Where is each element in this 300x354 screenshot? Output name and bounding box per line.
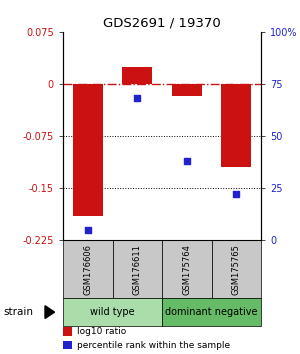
Text: GSM176606: GSM176606: [83, 244, 92, 295]
Bar: [212, 240, 261, 298]
Title: GDS2691 / 19370: GDS2691 / 19370: [103, 16, 221, 29]
Bar: [63, 240, 112, 298]
Text: percentile rank within the sample: percentile rank within the sample: [77, 341, 230, 349]
Bar: [162, 240, 211, 298]
Bar: [63, 327, 72, 336]
Point: [135, 96, 140, 101]
Text: GSM175765: GSM175765: [232, 244, 241, 295]
Text: dominant negative: dominant negative: [165, 307, 258, 317]
Bar: [172, 84, 202, 96]
Point: [85, 227, 90, 232]
Text: GSM175764: GSM175764: [182, 244, 191, 295]
Bar: [63, 298, 162, 326]
Text: log10 ratio: log10 ratio: [77, 327, 126, 336]
Point: [184, 158, 189, 164]
Text: GSM176611: GSM176611: [133, 244, 142, 295]
Bar: [122, 67, 152, 84]
Bar: [73, 84, 103, 216]
Point: [234, 191, 239, 197]
Bar: [221, 84, 251, 167]
Bar: [63, 341, 72, 349]
Text: wild type: wild type: [90, 307, 135, 317]
Bar: [162, 298, 261, 326]
Bar: [112, 240, 162, 298]
Text: strain: strain: [3, 307, 33, 317]
